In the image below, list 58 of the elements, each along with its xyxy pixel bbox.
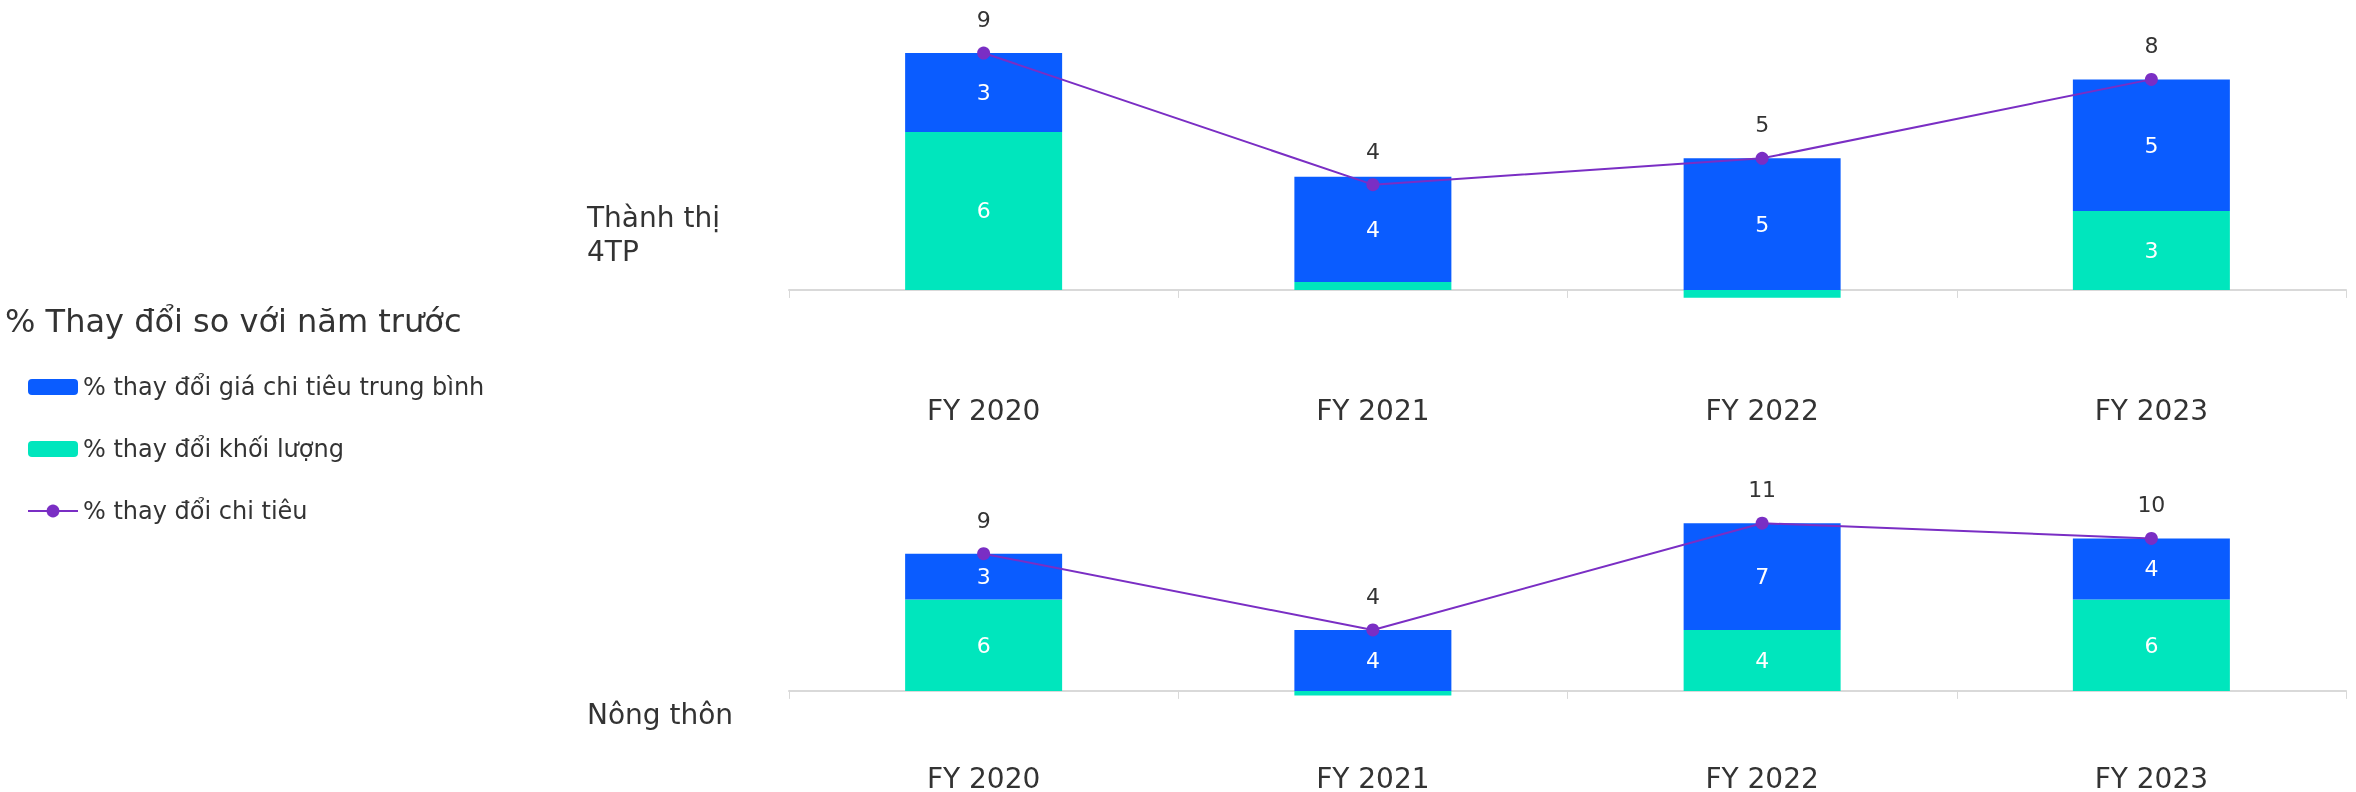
- x-tick-label: FY 2023: [2094, 761, 2209, 792]
- data-label: 4: [2144, 556, 2159, 582]
- bar: [905, 132, 1063, 290]
- bar: [1294, 176, 1452, 283]
- bar: [1294, 629, 1452, 691]
- x-tick-label: FY 2022: [1705, 393, 1819, 427]
- data-label: 10: [2137, 492, 2166, 518]
- legend-label: % thay đổi khối lượng: [83, 435, 344, 463]
- point: [2144, 531, 2158, 545]
- point: [977, 547, 991, 561]
- text: Nông thôn: [587, 697, 734, 731]
- data-label: 9: [976, 7, 991, 33]
- data-label: 4: [1365, 583, 1380, 609]
- bar: [1683, 629, 1841, 691]
- data-label: 8: [2144, 33, 2159, 59]
- data-label: 3: [976, 564, 991, 590]
- point: [1755, 151, 1769, 165]
- data-label: 4: [1365, 216, 1380, 242]
- legend-title: % Thay đổi so với năm trước: [5, 302, 462, 340]
- bar: [1683, 289, 1841, 298]
- bar: [1294, 282, 1452, 290]
- x-tick-label: FY 2021: [1316, 761, 1430, 792]
- point: [2144, 72, 2158, 86]
- bar: [905, 599, 1063, 691]
- bar: [905, 553, 1063, 600]
- bar: [2072, 210, 2230, 290]
- data-label: 11: [1748, 477, 1777, 503]
- text: Thành thị 4TP: [586, 200, 720, 268]
- data-label: 4: [1365, 647, 1380, 673]
- legend-label: % thay đổi chi tiêu: [83, 497, 308, 525]
- data-label: 7: [1755, 564, 1770, 590]
- point: [1366, 178, 1380, 192]
- bar: [905, 53, 1063, 133]
- bar: [1683, 523, 1841, 630]
- legend-label: % thay đổi giá chi tiêu trung bình: [83, 373, 485, 401]
- data-label: 4: [1755, 647, 1770, 673]
- x-tick-label: FY 2020: [926, 761, 1041, 792]
- data-label: 3: [976, 80, 991, 106]
- bar: [1683, 158, 1841, 290]
- x-tick-label: FY 2023: [2094, 393, 2209, 427]
- data-label: 6: [976, 198, 991, 224]
- bar: [2072, 538, 2230, 600]
- data-label: 6: [976, 632, 991, 658]
- point: [1755, 516, 1769, 530]
- data-label: 5: [1755, 211, 1770, 237]
- point: [977, 46, 991, 60]
- data-label: 5: [2144, 132, 2159, 158]
- data-label: 3: [2144, 237, 2159, 263]
- data-label: 9: [976, 507, 991, 533]
- x-tick-label: FY 2022: [1705, 761, 1819, 792]
- x-tick-label: FY 2020: [926, 393, 1041, 427]
- bar: [2072, 79, 2230, 211]
- data-label: 6: [2144, 632, 2159, 658]
- bar: [2072, 599, 2230, 691]
- x-tick-label: FY 2021: [1316, 393, 1430, 427]
- data-label: 5: [1755, 112, 1770, 138]
- data-label: 4: [1365, 138, 1380, 164]
- point: [1366, 623, 1380, 637]
